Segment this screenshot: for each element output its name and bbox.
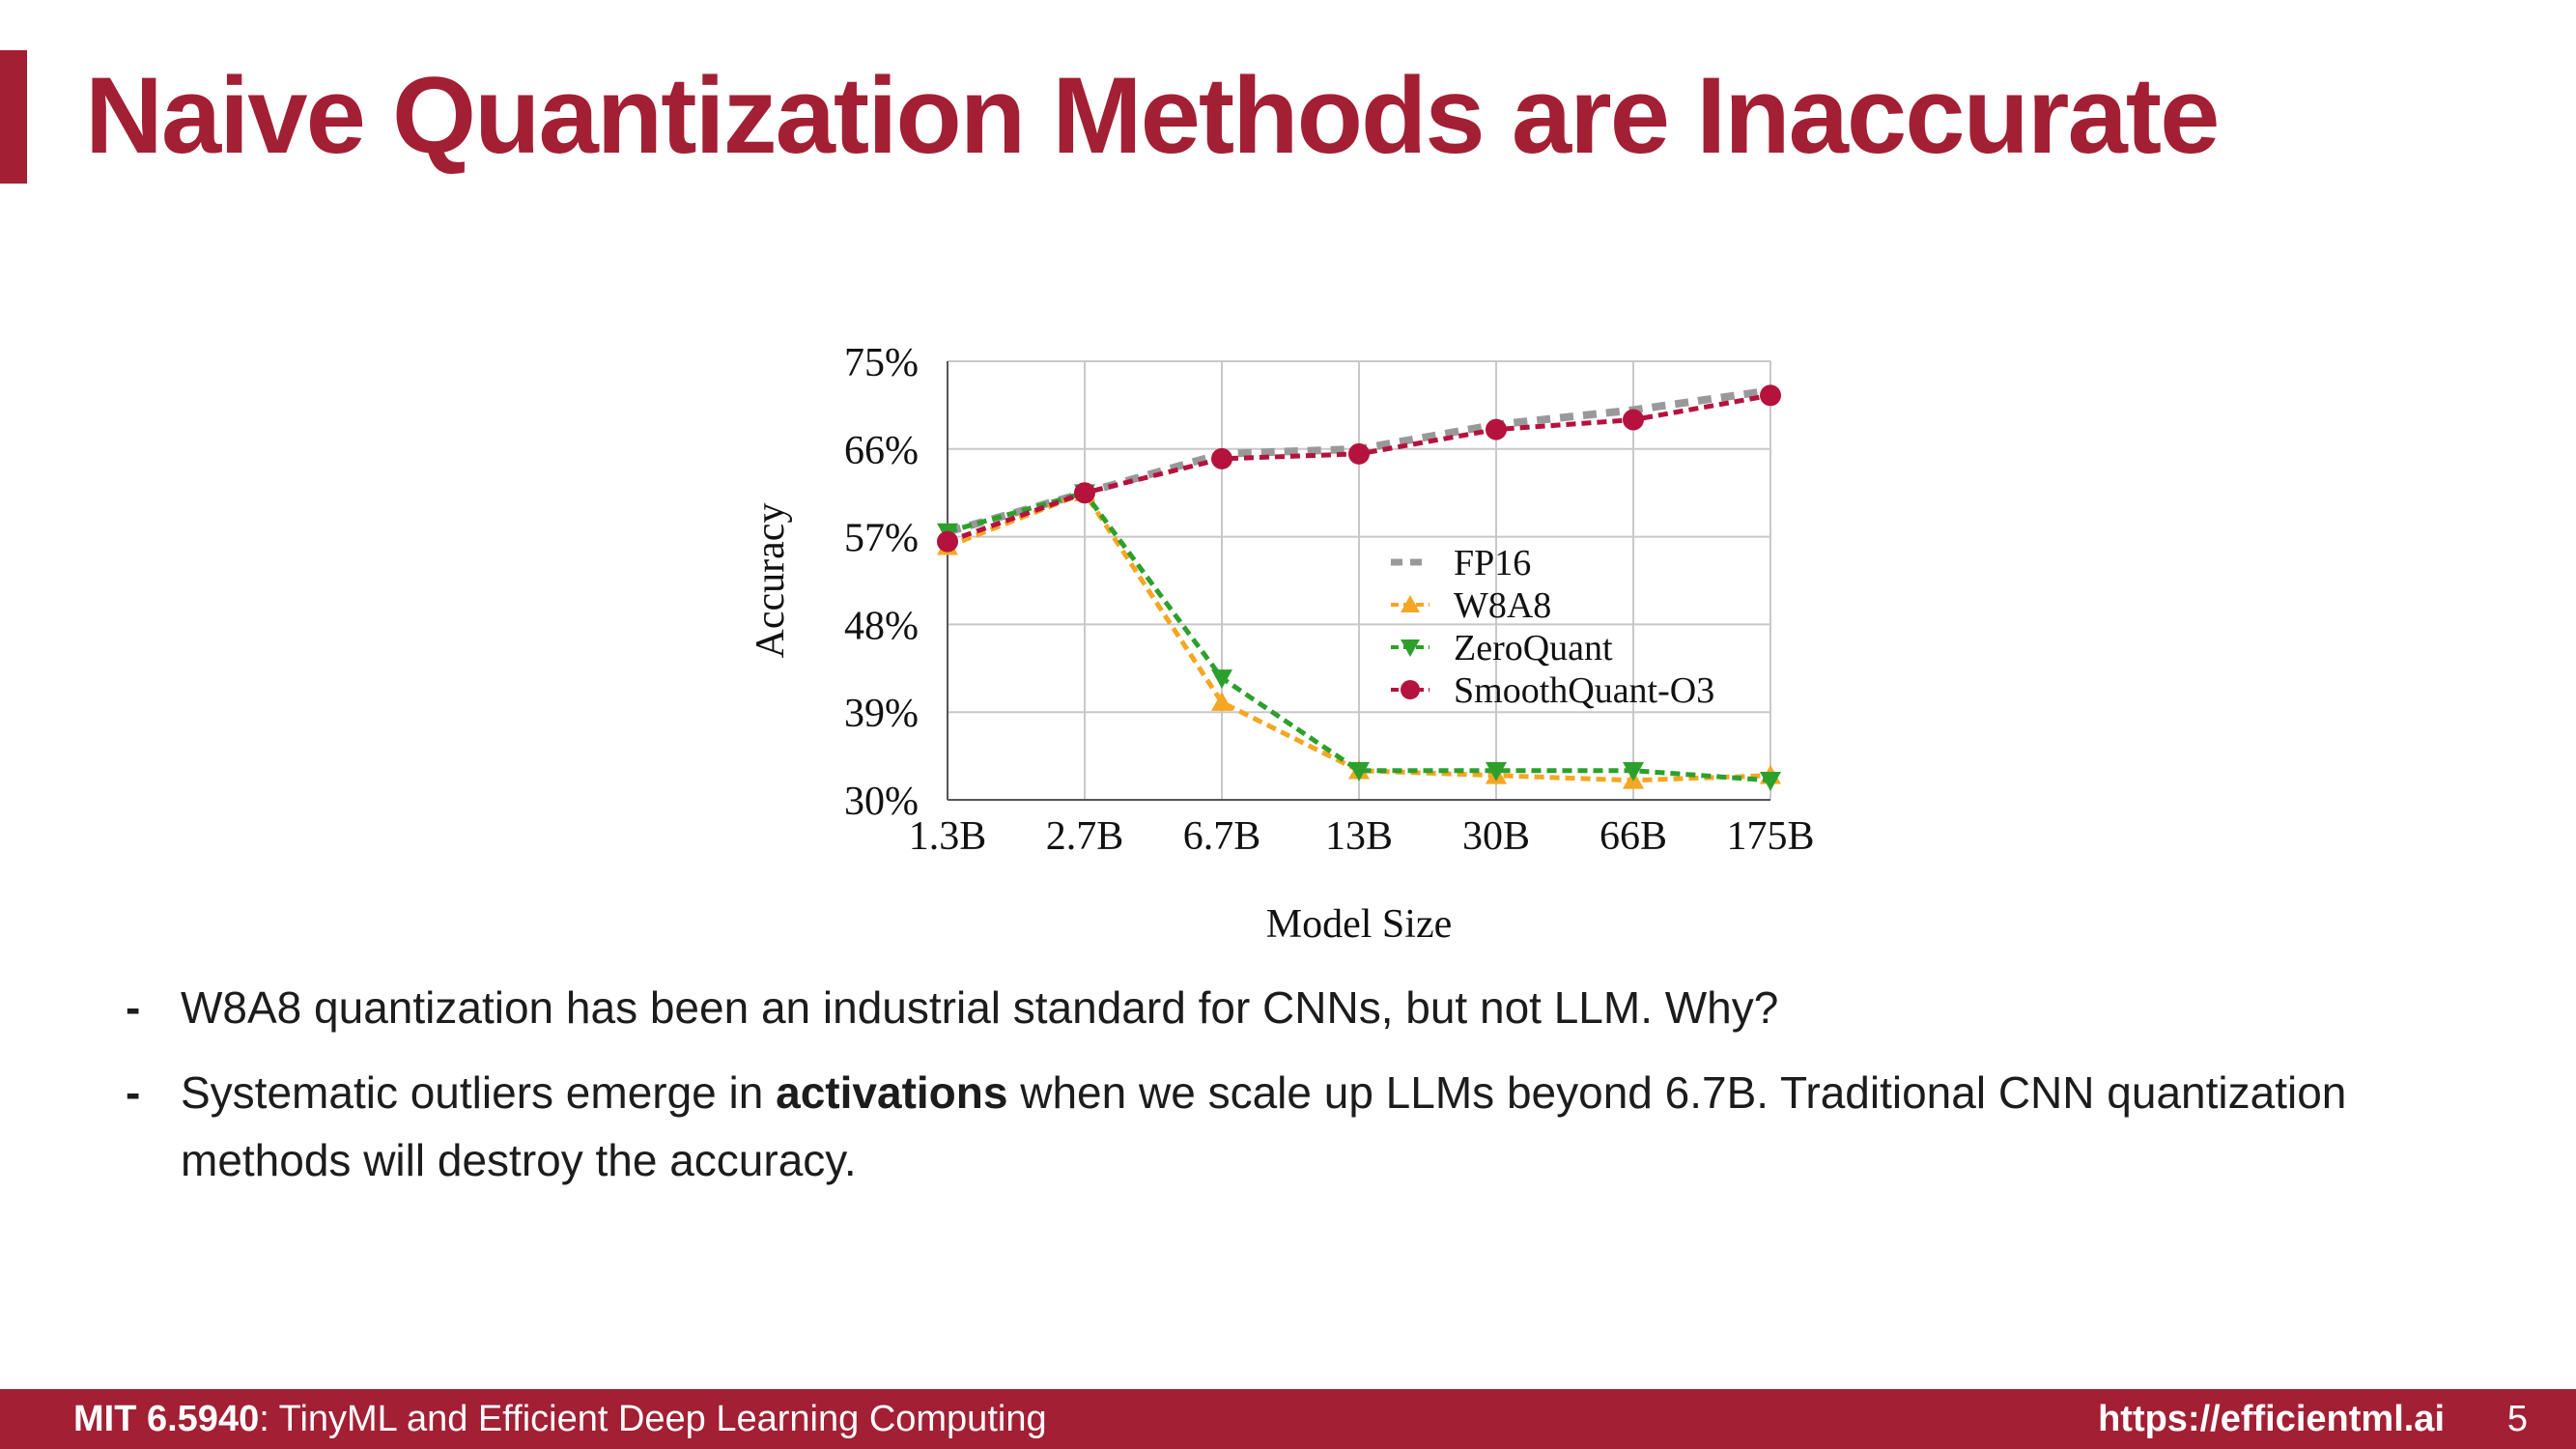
legend-label-zeroquant: ZeroQuant (1454, 628, 1613, 668)
y-tick-label: 30% (844, 780, 919, 824)
chart-grid (947, 360, 1771, 801)
bullet-dash: - (126, 982, 141, 1033)
bullet-dash: - (126, 1067, 141, 1118)
y-tick-labels: 30% 39% 48% 57% 66% 75% (844, 341, 919, 824)
footer-bar: MIT 6.5940: TinyML and Efficient Deep Le… (0, 1389, 2576, 1449)
x-tick-label: 2.7B (1046, 814, 1124, 859)
x-tick-label: 6.7B (1183, 814, 1261, 859)
data-point-smoothquant-o3 (937, 530, 958, 553)
data-point-zeroquant (1211, 669, 1232, 689)
course-name: : TinyML and Efficient Deep Learning Com… (259, 1399, 1047, 1439)
legend-label-w8a8: W8A8 (1454, 585, 1551, 626)
bullet-text-2a: Systematic outliers emerge in (181, 1067, 777, 1118)
data-point-zeroquant (1760, 772, 1781, 791)
y-tick-label: 75% (844, 341, 919, 385)
slide-title: Naive Quantization Methods are Inaccurat… (85, 55, 2220, 176)
bullet-item: - Systematic outliers emerge in activati… (126, 1059, 2444, 1194)
data-point-w8a8 (1211, 692, 1232, 711)
data-point-smoothquant-o3 (1074, 482, 1095, 504)
accuracy-line-chart: 30% 39% 48% 57% 66% 75% 1.3B 2.7B 6.7B 13B 30B 66B… (749, 341, 1815, 947)
legend-marker-w8a8 (1401, 595, 1420, 612)
x-tick-label: 66B (1599, 814, 1667, 859)
y-tick-label: 48% (844, 604, 919, 648)
data-point-zeroquant (1486, 761, 1507, 781)
legend-label-fp16: FP16 (1454, 543, 1531, 583)
footer-course: MIT 6.5940: TinyML and Efficient Deep Le… (73, 1399, 1047, 1440)
data-point-zeroquant (1623, 761, 1644, 781)
x-tick-label: 30B (1462, 814, 1530, 859)
data-point-smoothquant-o3 (1760, 384, 1781, 407)
bullet-text-1: W8A8 quantization has been an industrial… (181, 982, 1779, 1033)
bullet-item: - W8A8 quantization has been an industri… (126, 974, 2444, 1041)
chart-series (937, 384, 1781, 791)
y-tick-label: 66% (844, 429, 919, 473)
title-accent-bar (0, 50, 27, 184)
y-tick-label: 39% (844, 692, 919, 736)
page-number: 5 (2506, 1399, 2528, 1439)
legend-marker-smoothquant-o3 (1401, 680, 1420, 699)
series-smoothquant-o3 (937, 384, 1781, 553)
x-tick-label: 1.3B (909, 814, 987, 859)
data-point-smoothquant-o3 (1348, 442, 1370, 465)
footer-url-link[interactable]: https://efficientml.ai (2098, 1399, 2445, 1439)
bullet-list: - W8A8 quantization has been an industri… (126, 974, 2444, 1211)
data-point-smoothquant-o3 (1211, 447, 1232, 469)
data-point-smoothquant-o3 (1486, 418, 1507, 440)
legend-label-smoothquant-o3: SmoothQuant-O3 (1454, 670, 1714, 711)
course-code: MIT 6.5940 (73, 1399, 260, 1439)
legend-marker-zeroquant (1401, 639, 1420, 657)
y-axis-label: Accuracy (749, 503, 793, 659)
x-tick-labels: 1.3B 2.7B 6.7B 13B 30B 66B 175B (909, 814, 1815, 859)
y-tick-label: 57% (844, 517, 919, 561)
x-axis-label: Model Size (1266, 902, 1452, 947)
data-point-smoothquant-o3 (1623, 409, 1644, 431)
bullet-text-2b: when we scale up LLMs beyond 6.7B. Tradi… (181, 1067, 2347, 1185)
x-tick-label: 13B (1325, 814, 1393, 859)
x-tick-label: 175B (1726, 814, 1814, 859)
bullet-text-2-emphasis: activations (776, 1067, 1008, 1118)
data-point-zeroquant (1348, 761, 1370, 781)
